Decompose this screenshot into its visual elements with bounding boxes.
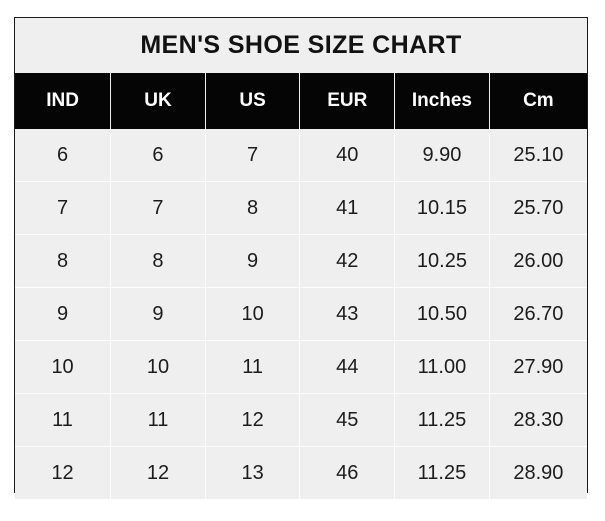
cell-cm: 27.90 (489, 340, 587, 394)
cell-us: 9 (205, 234, 301, 288)
cell-uk: 9 (110, 287, 206, 341)
shoe-size-table: IND UK US EUR Inches Cm 6 6 7 40 9.90 25… (15, 73, 587, 499)
cell-uk: 10 (110, 340, 206, 394)
cell-uk: 11 (110, 393, 206, 447)
cell-uk: 8 (110, 234, 206, 288)
cell-eur: 44 (299, 340, 396, 394)
cell-eur: 45 (299, 393, 396, 447)
cell-eur: 46 (299, 446, 396, 499)
cell-ind: 9 (15, 287, 112, 341)
cell-eur: 42 (299, 234, 396, 288)
cell-cm: 28.30 (489, 393, 587, 447)
cell-ind: 7 (15, 181, 112, 235)
cell-eur: 43 (299, 287, 396, 341)
table-body: 6 6 7 40 9.90 25.10 7 7 8 41 10.15 25.70… (15, 129, 587, 499)
column-header-ind: IND (15, 73, 112, 129)
table-header-row: IND UK US EUR Inches Cm (15, 73, 587, 129)
table-row: 9 9 10 43 10.50 26.70 (15, 287, 587, 341)
chart-title-band: MEN'S SHOE SIZE CHART (15, 18, 587, 73)
cell-inches: 10.25 (394, 234, 490, 288)
cell-cm: 26.00 (489, 234, 587, 288)
column-header-inches: Inches (394, 73, 490, 129)
size-chart-card: MEN'S SHOE SIZE CHART IND UK US EUR Inch… (14, 17, 588, 499)
page-title: MEN'S SHOE SIZE CHART (140, 31, 462, 59)
cell-cm: 25.10 (489, 129, 587, 182)
table-row: 11 11 12 45 11.25 28.30 (15, 393, 587, 447)
cell-inches: 11.00 (394, 340, 490, 394)
table-row: 8 8 9 42 10.25 26.00 (15, 234, 587, 288)
cell-us: 8 (205, 181, 301, 235)
cell-cm: 28.90 (489, 446, 587, 499)
cell-eur: 40 (299, 129, 396, 182)
cell-ind: 8 (15, 234, 112, 288)
cell-cm: 25.70 (489, 181, 587, 235)
cell-cm: 26.70 (489, 287, 587, 341)
cell-ind: 10 (15, 340, 112, 394)
cell-ind: 6 (15, 129, 112, 182)
cell-ind: 12 (15, 446, 112, 499)
cell-inches: 11.25 (394, 393, 490, 447)
table-row: 6 6 7 40 9.90 25.10 (15, 129, 587, 182)
table-row: 7 7 8 41 10.15 25.70 (15, 181, 587, 235)
cell-uk: 6 (110, 129, 206, 182)
cell-inches: 10.50 (394, 287, 490, 341)
column-header-uk: UK (110, 73, 206, 129)
column-header-cm: Cm (489, 73, 587, 129)
table-row: 12 12 13 46 11.25 28.90 (15, 446, 587, 499)
cell-us: 13 (205, 446, 301, 499)
table-row: 10 10 11 44 11.00 27.90 (15, 340, 587, 394)
cell-eur: 41 (299, 181, 396, 235)
cell-us: 12 (205, 393, 301, 447)
cell-us: 11 (205, 340, 301, 394)
cell-uk: 12 (110, 446, 206, 499)
cell-ind: 11 (15, 393, 112, 447)
column-header-us: US (205, 73, 301, 129)
cell-us: 7 (205, 129, 301, 182)
cell-inches: 11.25 (394, 446, 490, 499)
cell-inches: 9.90 (394, 129, 490, 182)
cell-inches: 10.15 (394, 181, 490, 235)
table-header: IND UK US EUR Inches Cm (15, 73, 587, 129)
cell-uk: 7 (110, 181, 206, 235)
cell-us: 10 (205, 287, 301, 341)
column-header-eur: EUR (299, 73, 396, 129)
